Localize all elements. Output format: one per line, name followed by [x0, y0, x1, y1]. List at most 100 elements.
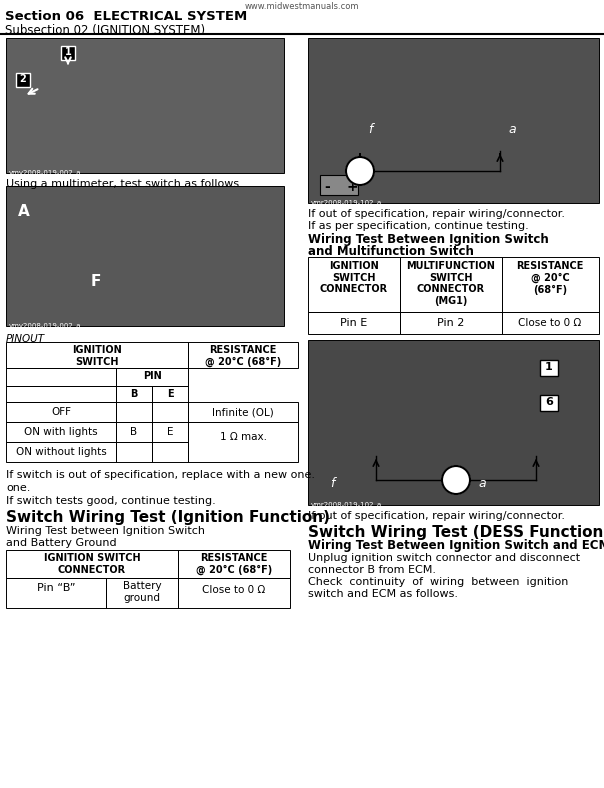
Bar [152, 442, 188, 462]
Text: Ω: Ω [449, 475, 463, 493]
Bar [540, 360, 558, 376]
Text: 6: 6 [545, 397, 553, 407]
Bar [188, 422, 298, 462]
Text: f: f [330, 477, 335, 490]
Text: +: + [346, 180, 358, 194]
Text: IGNITION
SWITCH
CONNECTOR: IGNITION SWITCH CONNECTOR [320, 261, 388, 294]
Text: Switch Wiring Test (Ignition Function): Switch Wiring Test (Ignition Function) [6, 510, 330, 525]
Bar [308, 38, 599, 203]
Circle shape [442, 466, 470, 494]
Text: www.midwestmanuals.com: www.midwestmanuals.com [245, 2, 359, 11]
Text: Wiring Test Between Ignition Switch and ECM: Wiring Test Between Ignition Switch and … [308, 539, 604, 552]
Bar [6, 342, 188, 368]
Text: Infinite (OL): Infinite (OL) [212, 407, 274, 417]
Text: vmv2008-019-002_a: vmv2008-019-002_a [9, 169, 82, 176]
Bar [152, 386, 188, 402]
Bar [188, 342, 298, 368]
Bar [116, 386, 152, 402]
Text: RESISTANCE
@ 20°C (68°F): RESISTANCE @ 20°C (68°F) [205, 345, 281, 367]
Bar [16, 73, 30, 87]
Text: connector B from ECM.: connector B from ECM. [308, 565, 436, 575]
Text: 1: 1 [65, 47, 71, 57]
Text: vmr2008-019-102_a: vmr2008-019-102_a [311, 501, 382, 507]
Text: IGNITION SWITCH
CONNECTOR: IGNITION SWITCH CONNECTOR [43, 553, 140, 574]
Text: 2: 2 [19, 74, 27, 84]
Text: Check  continuity  of  wiring  between  ignition: Check continuity of wiring between ignit… [308, 577, 568, 587]
Bar [116, 402, 152, 422]
Bar [152, 402, 188, 422]
Bar [116, 442, 152, 462]
Text: Ω: Ω [353, 166, 367, 184]
Bar [6, 386, 116, 402]
Text: vmr2008-019-102_a: vmr2008-019-102_a [311, 199, 382, 206]
Text: Wiring Test Between Ignition Switch: Wiring Test Between Ignition Switch [308, 233, 549, 246]
Text: 1 Ω max.: 1 Ω max. [219, 432, 266, 442]
Text: If switch is out of specification, replace with a new one.: If switch is out of specification, repla… [6, 470, 315, 480]
Bar [308, 312, 400, 334]
Text: E: E [167, 427, 173, 437]
Bar [188, 402, 298, 422]
Bar [308, 340, 599, 505]
Bar [400, 312, 502, 334]
Bar [6, 422, 116, 442]
Text: one.: one. [6, 483, 30, 493]
Bar [6, 402, 116, 422]
Text: E: E [167, 389, 173, 399]
Text: Close to 0 Ω: Close to 0 Ω [202, 585, 266, 595]
Text: Pin “B”: Pin “B” [37, 583, 76, 593]
Text: Pin 2: Pin 2 [437, 318, 464, 328]
Bar [6, 368, 116, 386]
Text: PIN: PIN [143, 371, 161, 381]
Text: Close to 0 Ω: Close to 0 Ω [518, 318, 582, 328]
Text: f: f [368, 123, 373, 136]
Bar [540, 395, 558, 411]
Text: If as per specification, continue testing.: If as per specification, continue testin… [308, 221, 528, 231]
Text: Wiring Test between Ignition Switch: Wiring Test between Ignition Switch [6, 526, 205, 536]
Text: IGNITION
SWITCH: IGNITION SWITCH [72, 345, 122, 366]
Bar [61, 46, 75, 60]
Text: If switch tests good, continue testing.: If switch tests good, continue testing. [6, 496, 216, 506]
Text: Unplug ignition switch connector and disconnect: Unplug ignition switch connector and dis… [308, 553, 580, 563]
Text: -: - [324, 180, 330, 194]
Text: B: B [130, 427, 138, 437]
Bar [106, 578, 178, 608]
Text: Switch Wiring Test (DESS Function): Switch Wiring Test (DESS Function) [308, 525, 604, 540]
Text: OFF: OFF [51, 407, 71, 417]
Text: Battery
ground: Battery ground [123, 581, 161, 603]
Text: PINOUT: PINOUT [6, 334, 45, 344]
Bar [320, 175, 358, 195]
Text: If out of specification, repair wiring/connector.: If out of specification, repair wiring/c… [308, 511, 565, 521]
Text: A: A [18, 204, 30, 219]
Text: B: B [130, 389, 138, 399]
Text: ON without lights: ON without lights [16, 447, 106, 457]
Text: If out of specification, repair wiring/connector.: If out of specification, repair wiring/c… [308, 209, 565, 219]
Bar [178, 550, 290, 578]
Bar [6, 550, 178, 578]
Text: MULTIFUNCTION
SWITCH
CONNECTOR
(MG1): MULTIFUNCTION SWITCH CONNECTOR (MG1) [406, 261, 495, 306]
Bar [502, 257, 599, 312]
Bar [6, 442, 116, 462]
Text: Subsection 02 (IGNITION SYSTEM): Subsection 02 (IGNITION SYSTEM) [5, 24, 205, 37]
Text: ON with lights: ON with lights [24, 427, 98, 437]
Circle shape [346, 157, 374, 185]
Bar [6, 38, 284, 173]
Bar [308, 257, 400, 312]
Text: F: F [91, 274, 101, 289]
Text: RESISTANCE
@ 20°C (68°F): RESISTANCE @ 20°C (68°F) [196, 553, 272, 575]
Text: a: a [478, 477, 486, 490]
Text: Using a multimeter, test switch as follows.: Using a multimeter, test switch as follo… [6, 179, 243, 189]
Text: a: a [508, 123, 516, 136]
Text: Pin E: Pin E [341, 318, 368, 328]
Text: Section 06  ELECTRICAL SYSTEM: Section 06 ELECTRICAL SYSTEM [5, 10, 247, 23]
Bar [6, 186, 284, 326]
Bar [6, 578, 106, 608]
Bar [502, 312, 599, 334]
Bar [178, 578, 290, 608]
Bar [116, 368, 188, 386]
Bar [152, 422, 188, 442]
Bar [400, 257, 502, 312]
Text: and Multifunction Switch: and Multifunction Switch [308, 245, 474, 258]
Text: vmv2008-019-002_a: vmv2008-019-002_a [9, 322, 82, 329]
Text: and Battery Ground: and Battery Ground [6, 538, 117, 548]
Bar [116, 422, 152, 442]
